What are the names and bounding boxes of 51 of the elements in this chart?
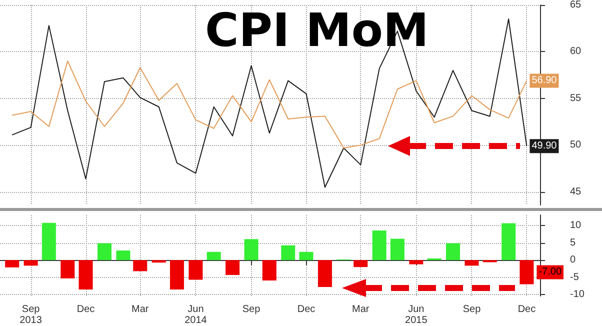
chart-title: CPI MoM bbox=[205, 3, 429, 57]
x-tick-label: Dec bbox=[76, 304, 95, 315]
x-tick-label: Jun 2014 bbox=[184, 304, 208, 326]
x-tick-label: Mar bbox=[352, 304, 370, 315]
x-tick-label: Dec bbox=[518, 304, 536, 315]
bar bbox=[390, 238, 404, 260]
x-tick-label: Sep bbox=[242, 304, 261, 315]
bar bbox=[520, 260, 534, 284]
x-tick-label: Sep bbox=[462, 304, 482, 315]
bar bbox=[42, 222, 56, 260]
y-tick-label: 60 bbox=[570, 46, 582, 58]
bar bbox=[78, 260, 93, 290]
bar bbox=[226, 260, 240, 275]
x-tick-label: Jun 2015 bbox=[405, 304, 428, 326]
data-label: 56.90 bbox=[532, 75, 558, 86]
bar bbox=[318, 260, 332, 288]
bar bbox=[188, 260, 203, 280]
bar bbox=[281, 245, 296, 260]
data-label: -7.00 bbox=[538, 266, 562, 278]
bar bbox=[5, 260, 20, 268]
bar bbox=[409, 260, 424, 264]
y-tick-label: 50 bbox=[570, 140, 582, 151]
x-tick-label: Dec bbox=[297, 304, 316, 315]
bar bbox=[24, 260, 38, 266]
data-label: 49.90 bbox=[532, 140, 558, 152]
bar bbox=[206, 252, 221, 260]
bar bbox=[170, 260, 184, 290]
bar bbox=[60, 260, 75, 278]
y-tick-label: 0 bbox=[570, 254, 576, 266]
y-tick-label: 10 bbox=[570, 220, 582, 232]
bar bbox=[262, 260, 276, 280]
bar bbox=[133, 260, 148, 272]
line-series bbox=[12, 60, 528, 148]
y-tick-label: 45 bbox=[570, 186, 582, 198]
y-tick-label: 65 bbox=[570, 0, 582, 10]
x-tick-label: Mar bbox=[132, 304, 150, 315]
bar bbox=[372, 230, 386, 260]
bar bbox=[354, 260, 368, 268]
y-tick-label: 5 bbox=[570, 237, 576, 248]
y-tick-label: 55 bbox=[570, 92, 582, 104]
bar bbox=[299, 252, 314, 260]
bar bbox=[464, 260, 479, 266]
bar bbox=[116, 250, 130, 260]
bar bbox=[244, 239, 258, 260]
y-tick-label: -10 bbox=[570, 289, 585, 300]
x-tick-label: Sep 2013 bbox=[20, 304, 42, 326]
y-tick-label: -5 bbox=[570, 272, 580, 283]
bar bbox=[97, 243, 112, 260]
bar bbox=[152, 260, 166, 263]
bar bbox=[446, 243, 460, 260]
bar bbox=[502, 223, 516, 260]
